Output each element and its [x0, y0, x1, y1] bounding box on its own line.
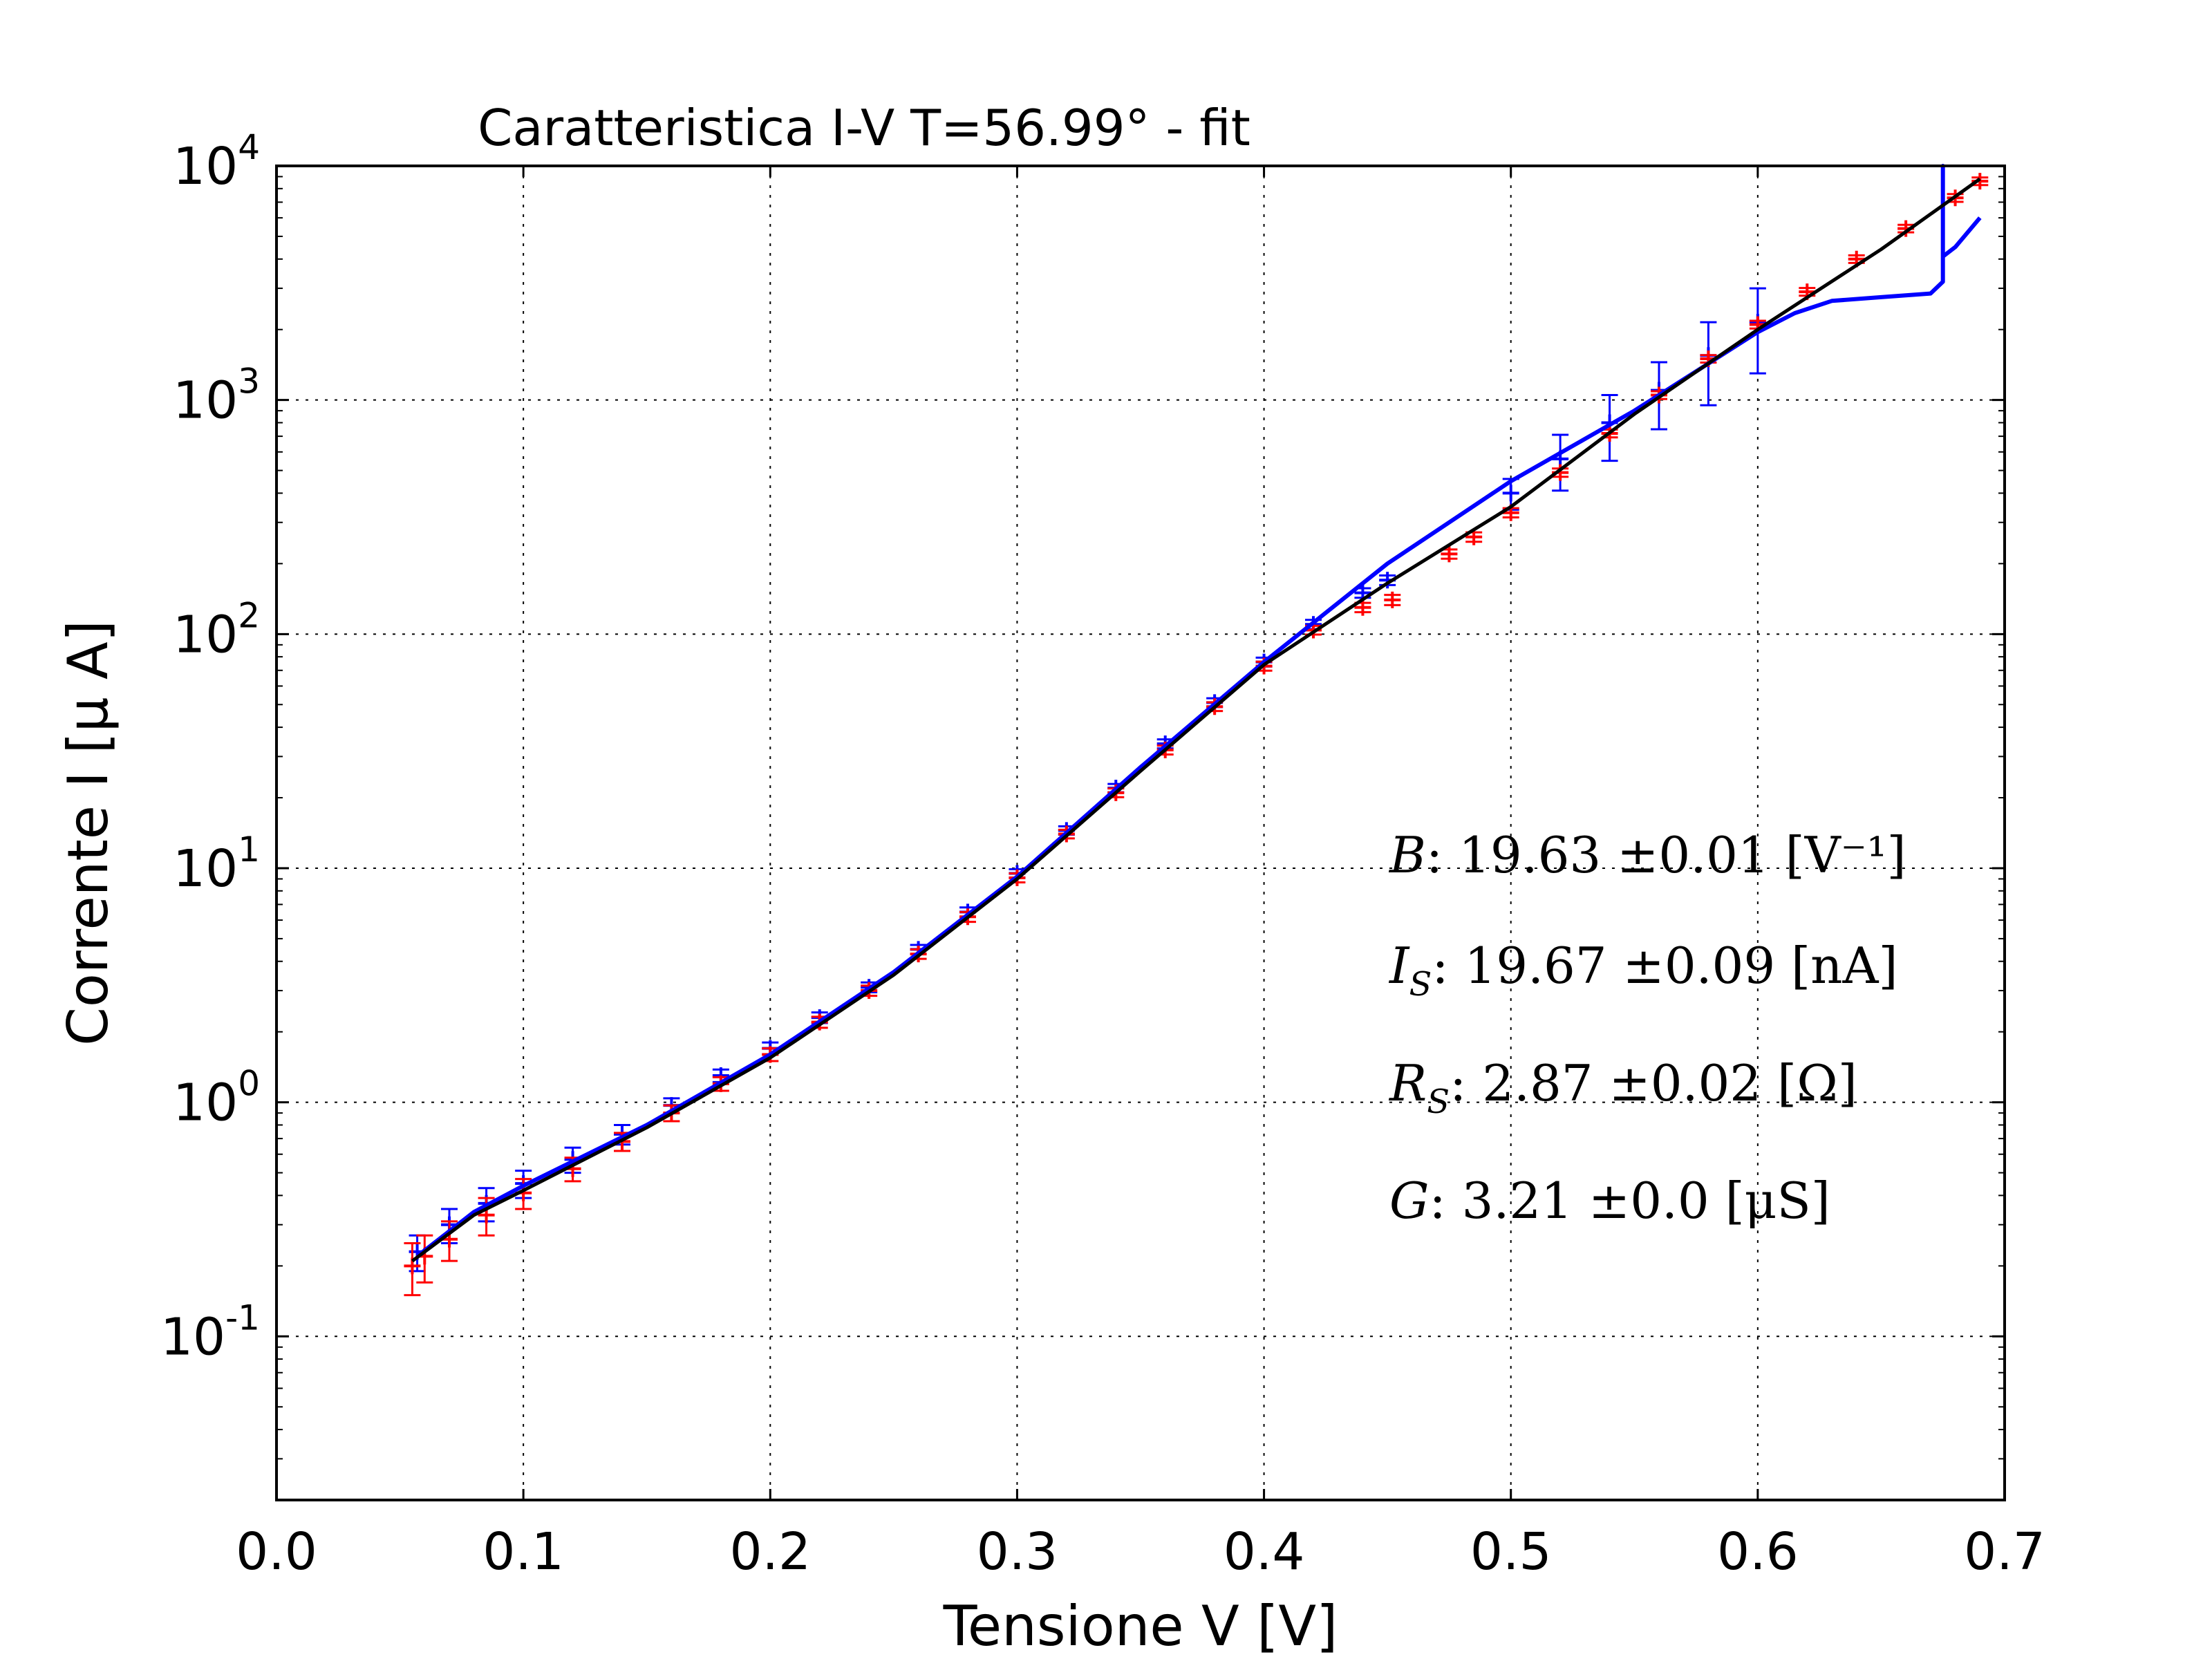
series-line: [415, 164, 1982, 1258]
y-tick-label: 102: [173, 595, 260, 664]
fit-parameter-i: IS: 19.67 ±0.09 [nA]: [1388, 937, 1898, 1004]
data-point-marker: [1502, 485, 1519, 502]
fit-parameters: B: 19.63 ±0.01 [V⁻¹] IS: 19.67 ±0.09 [nA]…: [1388, 826, 1906, 1230]
fit-parameter-g: G: 3.21 ±0.0 [μS]: [1389, 1172, 1830, 1230]
x-tick-label: 0.7: [1964, 1522, 2045, 1582]
data-point-marker: [1441, 545, 1458, 563]
x-tick-label: 0.3: [977, 1522, 1058, 1582]
fit-parameter-r: RS: 2.87 ±0.02 [Ω]: [1388, 1054, 1857, 1121]
series-line: [411, 177, 1981, 1263]
x-tick-label: 0.1: [482, 1522, 564, 1582]
grid: [276, 166, 2005, 1500]
plot-series: [404, 164, 1989, 1297]
data-point-marker: [1384, 591, 1401, 608]
x-axis-label: Tensione V [V]: [943, 1594, 1338, 1658]
data-point-marker: [1354, 599, 1371, 616]
x-tick-label: 0.6: [1717, 1522, 1799, 1582]
chart-title: Caratteristica I-V T=56.99° - fit: [478, 99, 1250, 157]
x-tick-label: 0.4: [1224, 1522, 1305, 1582]
x-tick-label: 0.2: [729, 1522, 811, 1582]
x-tick-label: 0.5: [1470, 1522, 1552, 1582]
y-axis-label: Corrente I [μ A]: [56, 620, 120, 1046]
x-tick-label: 0.0: [236, 1522, 317, 1582]
plot-frame: [275, 165, 2006, 1501]
y-tick-label: 10-1: [160, 1297, 260, 1367]
y-tick-label: 103: [173, 362, 260, 431]
axis-ticks: 0.0 0.1 0.2 0.3 0.4 0.5 0.6 0.7 10-1 100 101 102 103…: [160, 127, 2045, 1582]
y-tick-label: 100: [173, 1064, 260, 1133]
y-tick-label: 101: [173, 830, 260, 899]
fit-parameter-b: B: 19.63 ±0.01 [V⁻¹]: [1388, 826, 1906, 884]
y-tick-label: 104: [173, 127, 260, 196]
